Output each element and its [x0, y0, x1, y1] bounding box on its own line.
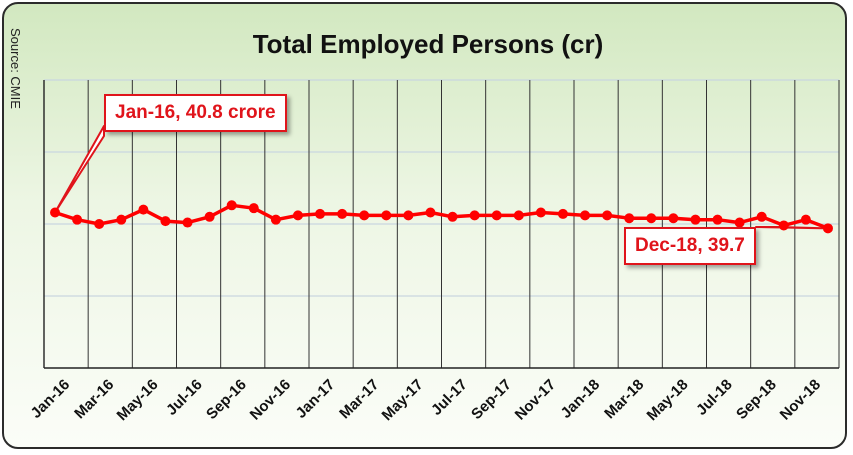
series-layer: [50, 200, 833, 234]
data-point: [447, 211, 458, 222]
line-chart: Total Employed Persons (cr) Jan-16Mar-16…: [28, 29, 840, 424]
data-point: [182, 217, 193, 228]
data-point: [337, 208, 348, 219]
data-point: [822, 223, 833, 234]
x-tick-label: May-18: [644, 376, 692, 424]
x-tick-label: Nov-17: [512, 376, 559, 423]
x-tick-label: Jul-16: [163, 376, 206, 419]
data-point: [50, 207, 61, 218]
category-lines: [43, 80, 840, 368]
x-tick-label: Nov-16: [247, 376, 294, 423]
axes: [43, 80, 839, 369]
data-point: [315, 208, 326, 219]
x-tick-label: Mar-17: [336, 376, 382, 422]
x-tick-label: Mar-16: [71, 376, 117, 422]
data-point: [403, 210, 414, 221]
data-point: [491, 210, 502, 221]
x-tick-label: Jan-18: [558, 376, 604, 422]
x-tick-label: May-16: [114, 376, 162, 424]
data-point: [94, 219, 105, 229]
data-point: [270, 214, 281, 225]
data-point: [800, 214, 811, 225]
data-point: [756, 211, 767, 222]
x-tick-label: Sep-18: [733, 376, 780, 423]
x-tick-label: Sep-17: [468, 376, 515, 423]
x-tick-label: Jul-17: [428, 376, 471, 419]
data-point: [734, 217, 745, 228]
data-point: [248, 203, 259, 214]
data-point: [778, 220, 789, 231]
data-point: [690, 214, 701, 225]
callout-start-value: Jan-16, 40.8 crore: [104, 94, 287, 132]
x-tick-label: Jul-18: [693, 376, 736, 419]
data-point: [513, 210, 524, 221]
data-point: [668, 213, 679, 224]
data-point: [359, 210, 370, 221]
callout-end-value: Dec-18, 39.7: [624, 227, 756, 265]
data-point: [72, 214, 83, 225]
data-point: [712, 214, 723, 225]
source-note: Source: CMIE: [8, 28, 23, 109]
data-point: [425, 207, 436, 218]
data-point: [469, 210, 480, 221]
callout-start-pointer: [54, 125, 105, 214]
data-point: [557, 208, 568, 219]
data-point: [138, 204, 149, 215]
data-point: [602, 210, 613, 221]
chart-title: Total Employed Persons (cr): [253, 29, 604, 59]
x-tick-label: Nov-18: [777, 376, 824, 423]
data-point: [535, 207, 546, 218]
data-point: [116, 214, 127, 225]
x-tick-label: Jan-16: [28, 376, 74, 422]
data-point: [226, 200, 237, 211]
data-point: [580, 210, 591, 221]
data-point: [381, 210, 392, 221]
data-point: [160, 216, 171, 227]
data-point: [646, 213, 657, 224]
data-point: [204, 211, 215, 222]
x-tick-label: May-17: [379, 376, 427, 424]
x-tick-label: Jan-17: [293, 376, 339, 422]
chart-frame: Total Employed Persons (cr) Jan-16 Mar-16…: [2, 2, 847, 449]
callout-end-pointer: [755, 226, 829, 230]
data-point: [624, 213, 635, 224]
x-tick-label: Sep-16: [203, 376, 250, 423]
x-tick-label: Mar-18: [601, 376, 647, 422]
data-point: [292, 210, 303, 221]
